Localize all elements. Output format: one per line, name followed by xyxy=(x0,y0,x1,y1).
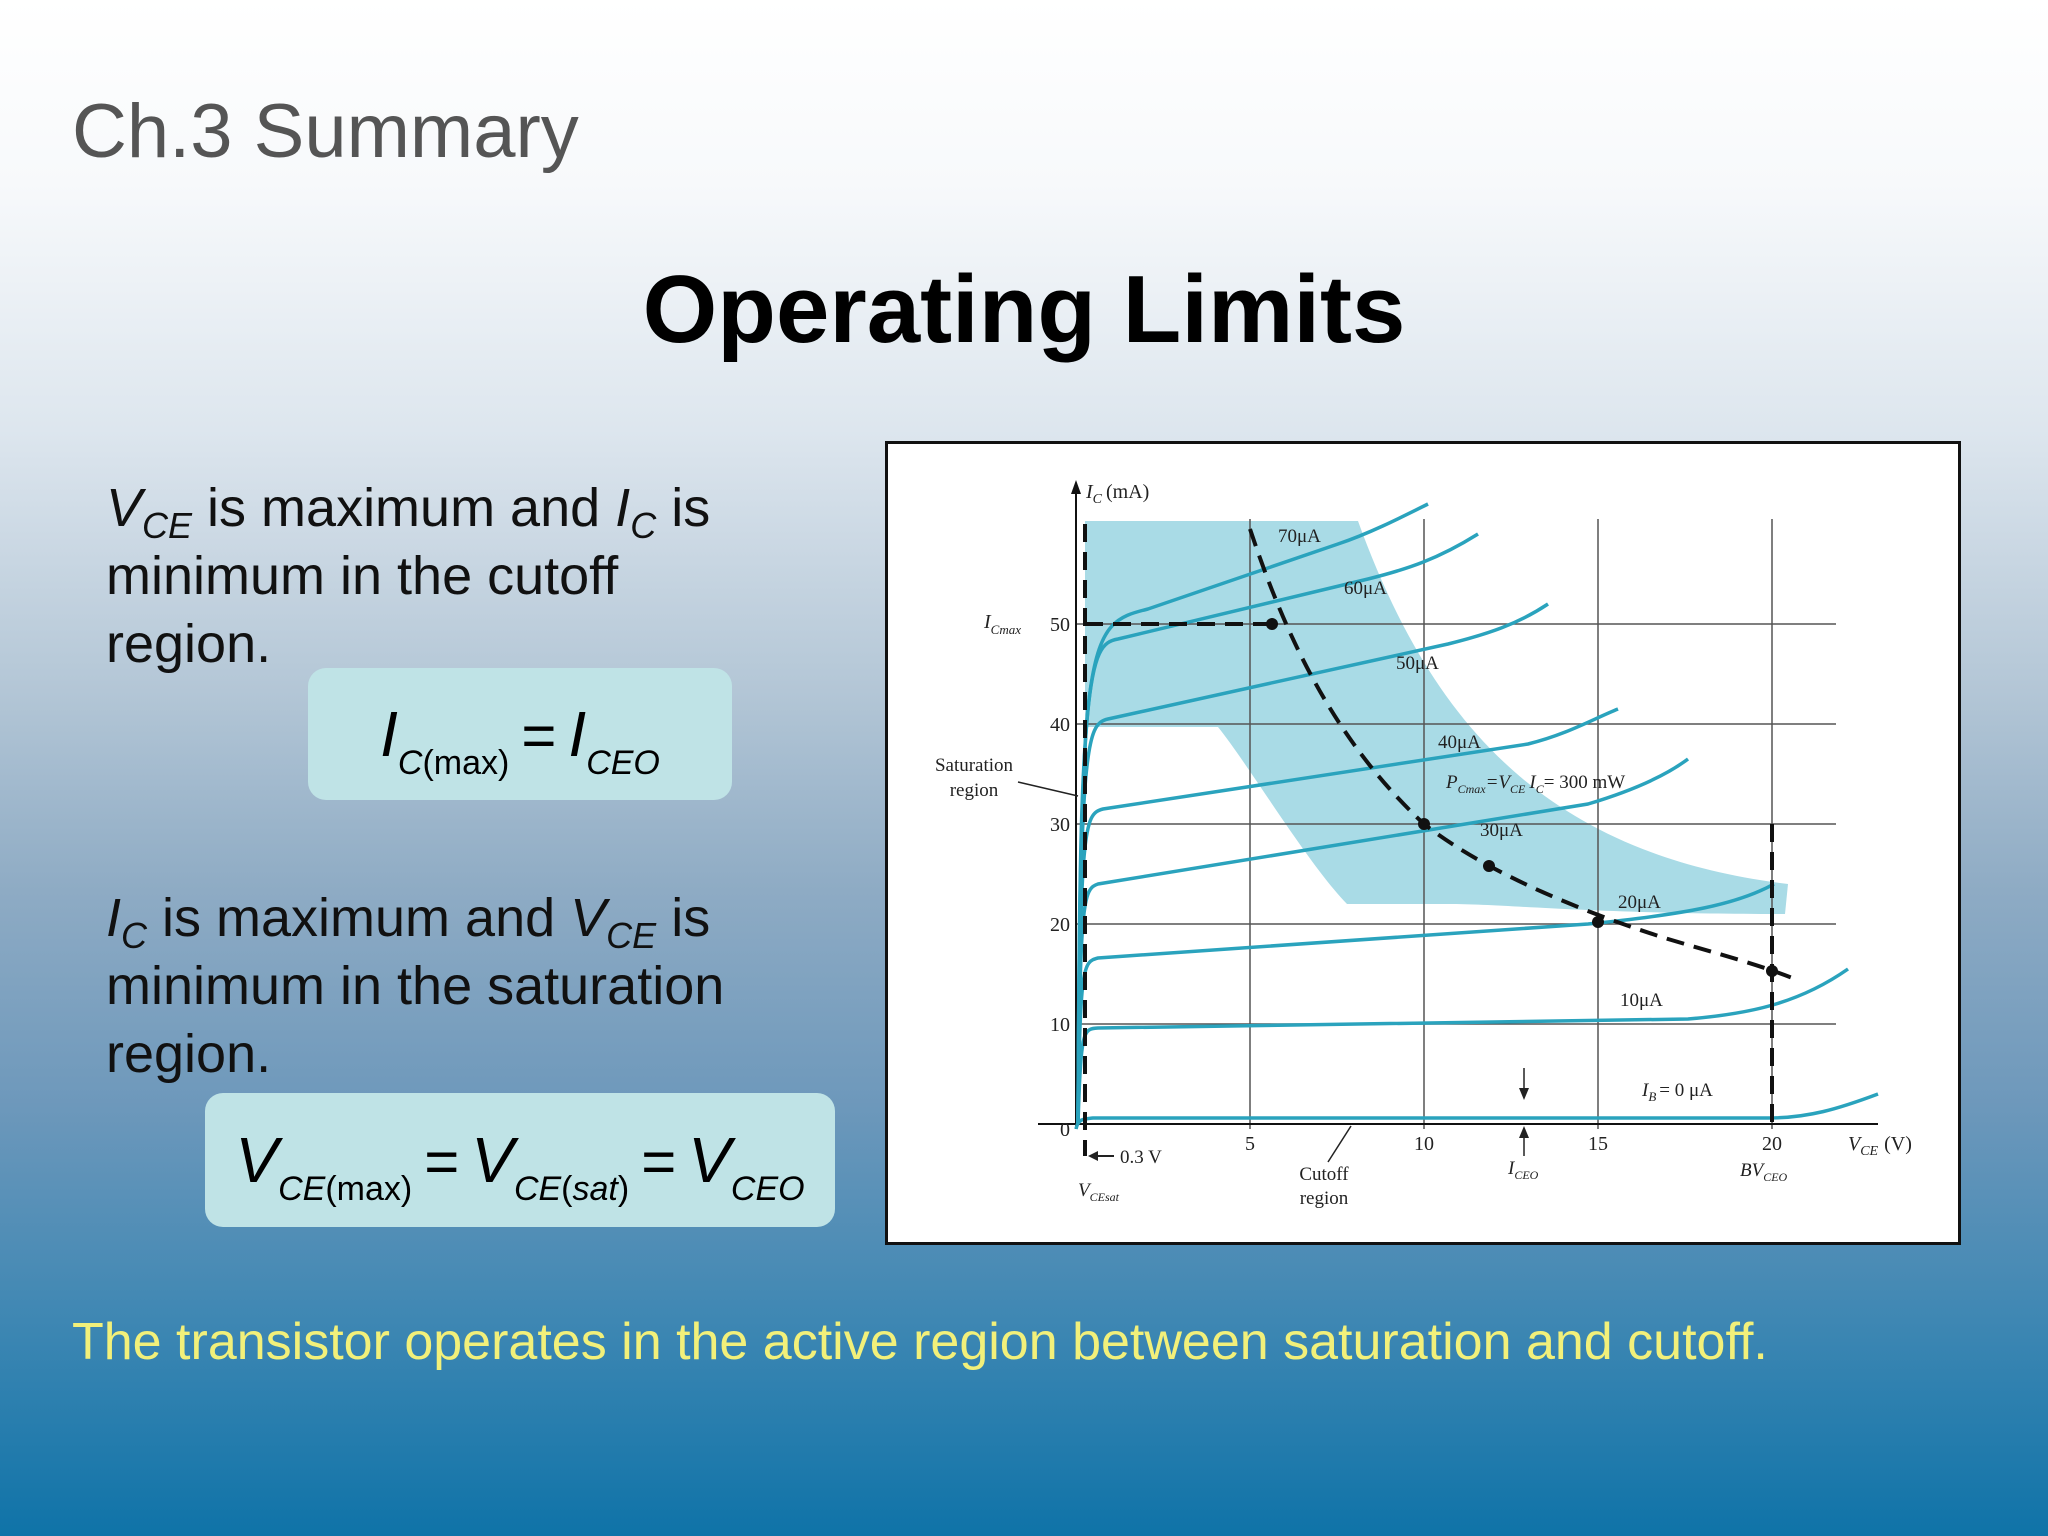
label-40ua: 40μA xyxy=(1438,732,1481,753)
label-60ua: 60μA xyxy=(1344,578,1387,599)
y-tick-labels: 0 10 20 30 40 50 xyxy=(1050,614,1070,1141)
cutoff-line-1: VCE is maximum and IC is xyxy=(106,478,711,546)
characteristics-graph: 0 10 20 30 40 50 5 10 15 20 IC (mA) VCE (V… xyxy=(935,480,1912,1209)
saturation-region-line-1: Saturation xyxy=(935,755,1014,776)
slide-header: Ch.3 Summary xyxy=(72,89,579,174)
label-30ua: 30μA xyxy=(1480,820,1523,841)
saturation-pointer xyxy=(1017,781,1079,797)
saturation-equation: VCE(max) = VCE(sat) = VCEO xyxy=(235,1124,805,1208)
saturation-description: IC is maximum and VCE is minimum in the … xyxy=(106,884,724,1088)
label-50ua: 50μA xyxy=(1396,653,1439,674)
curve-labels: 70μA 60μA 50μA 40μA 30μA 20μA 10μA xyxy=(1278,526,1663,1011)
point-20ma xyxy=(1592,916,1604,928)
x-tick-5: 5 xyxy=(1245,1133,1255,1155)
label-20ua: 20μA xyxy=(1618,892,1661,913)
iceo-arrowhead-down xyxy=(1519,1088,1529,1100)
footer-note: The transistor operates in the active re… xyxy=(72,1313,1768,1371)
y-tick-40: 40 xyxy=(1050,714,1070,736)
max-power-label: PCmax=VCE IC= 300 mW xyxy=(1445,772,1625,796)
y-axis-arrow xyxy=(1071,480,1081,494)
iceo-arrowhead-up xyxy=(1519,1126,1529,1138)
cutoff-equation-box: IC(max) = ICEO xyxy=(308,668,732,800)
saturation-region-label: Saturation region xyxy=(935,755,1014,801)
y-tick-50: 50 xyxy=(1050,614,1070,636)
point-25ma xyxy=(1483,860,1495,872)
active-region-fill-2 xyxy=(1085,521,1272,664)
cutoff-line-3: region. xyxy=(106,614,272,674)
y-tick-30: 30 xyxy=(1050,814,1070,836)
saturation-line-2: minimum in the saturation xyxy=(106,956,725,1016)
saturation-region-line-2: region xyxy=(950,780,999,801)
saturation-line-1: IC is maximum and VCE is xyxy=(106,888,711,956)
y-tick-0: 0 xyxy=(1060,1119,1070,1141)
vsat-label: 0.3 V xyxy=(1120,1147,1162,1168)
saturation-equation-box: VCE(max) = VCE(sat) = VCEO xyxy=(205,1093,835,1227)
y-tick-10: 10 xyxy=(1050,1014,1070,1036)
point-30ma xyxy=(1418,818,1430,830)
cutoff-region-line-2: region xyxy=(1300,1188,1349,1209)
point-bvceo xyxy=(1766,965,1778,977)
ib-zero-label: IB = 0 μA xyxy=(1641,1080,1713,1104)
x-tick-20: 20 xyxy=(1762,1133,1782,1155)
cutoff-region-line-1: Cutoff xyxy=(1299,1164,1349,1185)
vsat-arrowhead xyxy=(1088,1151,1098,1161)
curve-ib-40 xyxy=(1076,707,1619,1125)
point-icmax xyxy=(1266,618,1278,630)
cutoff-line-2: minimum in the cutoff xyxy=(106,546,619,606)
power-curve-points xyxy=(1266,618,1778,977)
vcesat-label: VCEsat xyxy=(1078,1180,1120,1204)
cutoff-pointer xyxy=(1327,1125,1352,1163)
y-axis-label: IC (mA) xyxy=(1085,481,1149,507)
saturation-line-3: region. xyxy=(106,1024,272,1084)
iceo-label: ICEO xyxy=(1507,1158,1539,1182)
cutoff-region-label: Cutoff region xyxy=(1299,1164,1349,1209)
collector-curves xyxy=(1074,502,1879,1130)
icmax-label: ICmax xyxy=(983,611,1021,637)
x-tick-labels: 5 10 15 20 xyxy=(1245,1133,1782,1155)
label-10ua: 10μA xyxy=(1620,990,1663,1011)
y-tick-20: 20 xyxy=(1050,914,1070,936)
cutoff-description: VCE is maximum and IC is minimum in the … xyxy=(106,474,710,678)
curve-ib-10 xyxy=(1076,967,1850,1125)
x-axis-label: VCE (V) xyxy=(1848,1133,1912,1159)
slide-title: Operating Limits xyxy=(642,256,1406,363)
x-tick-15: 15 xyxy=(1588,1133,1608,1155)
x-tick-10: 10 xyxy=(1414,1133,1434,1155)
bvceo-label: BVCEO xyxy=(1740,1160,1788,1184)
label-70ua: 70μA xyxy=(1278,526,1321,547)
characteristics-figure: 0 10 20 30 40 50 5 10 15 20 IC (mA) VCE (V… xyxy=(885,441,1961,1245)
cutoff-equation: IC(max) = ICEO xyxy=(380,698,660,782)
